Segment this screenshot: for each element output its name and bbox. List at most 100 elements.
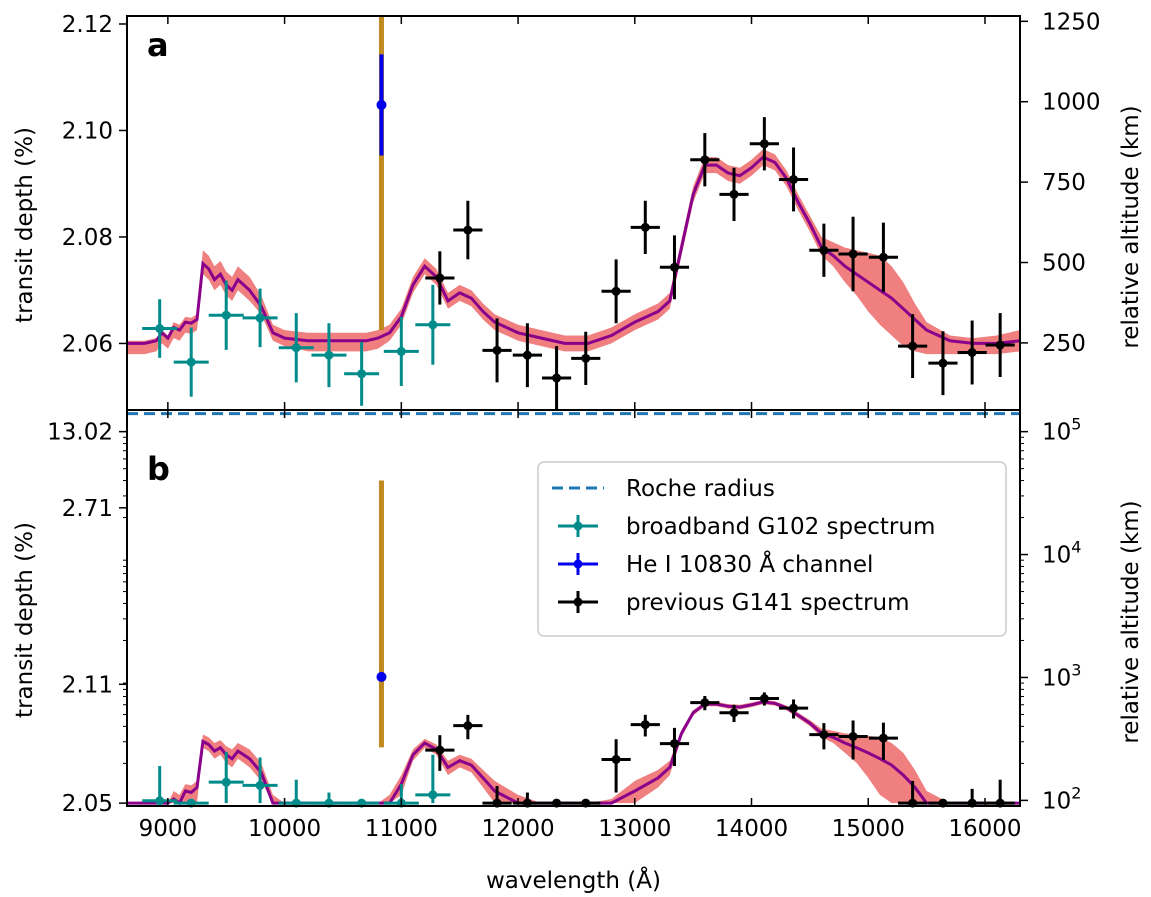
a-g102-point-6 <box>344 341 380 406</box>
x-tick-label: 14000 <box>715 816 788 842</box>
a-g102-point-marker <box>324 350 334 360</box>
a-g141-point-12 <box>778 147 809 212</box>
a-g141-point-marker <box>435 273 445 283</box>
a-g141-point-2 <box>482 318 512 383</box>
a-right-tick-label: 1250 <box>1042 9 1101 35</box>
b-g141-point-10 <box>719 704 749 723</box>
legend-box <box>537 461 1007 637</box>
legend-entry: He I 10830 Å channel <box>558 550 873 578</box>
a-g141-point-11 <box>749 117 779 171</box>
a-g141-point-marker <box>700 155 710 165</box>
b-right-tick-label: 105 <box>1042 415 1081 446</box>
a-g141-point-17 <box>928 331 958 396</box>
a-g141-point-6 <box>601 259 631 324</box>
b-g141-point-marker <box>669 739 679 749</box>
b-right-tick-label: 104 <box>1042 538 1081 569</box>
a-g141-point-8 <box>659 235 690 300</box>
b-g102-point-2 <box>208 751 244 804</box>
a-right-tick-label: 1000 <box>1042 90 1101 116</box>
a-g141-point-marker <box>759 139 769 149</box>
a-g141-point-15 <box>868 222 899 292</box>
b-right-tick-label: 102 <box>1042 783 1081 814</box>
a-g141-point-marker <box>463 225 473 235</box>
b-g102-point-marker <box>221 777 231 787</box>
b-g141-point-8 <box>659 727 690 767</box>
legend-label: Roche radius <box>626 476 775 502</box>
legend-entry: Roche radius <box>552 476 775 502</box>
a-g141-point-18 <box>957 320 987 385</box>
a-he-marker <box>376 99 387 110</box>
x-tick-label: 11000 <box>365 816 438 842</box>
legend-entry: previous G141 spectrum <box>558 590 910 616</box>
b-g102-point-marker <box>255 780 265 790</box>
b-g141-point-1 <box>453 714 483 740</box>
a-g141-point-marker <box>581 353 591 363</box>
a-g141-point-4 <box>541 346 572 410</box>
a-g141-point-14 <box>838 216 868 292</box>
b-g141-point-marker <box>640 720 650 730</box>
a-g102-point-8 <box>415 284 451 365</box>
b-g141-point-marker <box>700 698 710 708</box>
b-g141-point-marker <box>463 721 473 731</box>
b-g102-point-0 <box>142 766 178 806</box>
a-y-tick-label: 2.08 <box>62 225 113 251</box>
b-g102-point-3 <box>242 757 278 804</box>
x-tick-label: 10000 <box>248 816 321 842</box>
b-g141-point-18 <box>957 788 987 808</box>
b-g141-point-12 <box>778 699 809 719</box>
a-y-tick-label: 2.12 <box>62 12 113 38</box>
axis-labels: wavelength (Å) transit depth (%) transit d… <box>12 105 1144 894</box>
a-panel-letter: a <box>147 26 169 64</box>
a-g102-point-2 <box>208 280 244 350</box>
a-g141-point-7 <box>630 200 660 254</box>
b-g141-point-6 <box>601 739 631 793</box>
a-g102-point-4 <box>278 313 314 383</box>
legend-swatch-marker <box>573 521 583 531</box>
a-g141-point-9 <box>690 133 720 187</box>
a-g141-point-3 <box>512 323 542 388</box>
legend-label: previous G141 spectrum <box>626 590 910 616</box>
a-g141-point-marker <box>848 249 858 259</box>
panel-a: 2.06 2.08 2.10 2.12 250 500 750 1000 1250 a <box>62 9 1101 411</box>
x-tick-label: 9000 <box>139 816 198 842</box>
b-g141-point-7 <box>630 714 660 737</box>
b-g141-point-19 <box>985 779 1015 808</box>
a-g141-point-5 <box>571 331 601 385</box>
a-g141-point-marker <box>522 350 532 360</box>
b-y-tick-label: 2.11 <box>62 672 113 698</box>
a-g141-point-19 <box>985 313 1015 377</box>
a-g141-point-marker <box>995 340 1005 350</box>
legend: Roche radius broadband G102 spectrum He I … <box>537 461 1007 637</box>
a-g141-point-marker <box>938 358 948 368</box>
b-g141-point-marker <box>878 733 888 743</box>
a-g141-point-marker <box>789 174 799 184</box>
a-g141-point-marker <box>878 252 888 262</box>
a-g102-point-marker <box>221 310 231 320</box>
a-g102-point-7 <box>383 316 419 387</box>
a-g102-point-marker <box>291 343 301 353</box>
a-g102-point-0 <box>142 299 178 358</box>
a-g141-point-13 <box>809 223 839 277</box>
a-g141-point-marker <box>669 262 679 272</box>
a-g141-point-0 <box>425 251 455 305</box>
b-y-tick-label: 2.71 <box>62 496 113 522</box>
a-g102-point-marker <box>186 357 196 367</box>
legend-label: He I 10830 Å channel <box>626 550 873 578</box>
a-y-tick-label: 2.06 <box>62 331 113 357</box>
legend-swatch-marker <box>573 597 583 607</box>
b-g102-point-8 <box>415 754 451 804</box>
a-model-line <box>127 155 1021 345</box>
b-g102-point-marker <box>428 790 438 800</box>
a-g102-point-marker <box>396 346 406 356</box>
a-g141-point-16 <box>898 314 928 379</box>
a-g102-point-marker <box>155 324 165 334</box>
a-g141-point-10 <box>719 167 749 221</box>
x-tick-label: 13000 <box>598 816 671 842</box>
b-g141-point-9 <box>690 695 720 711</box>
b-g141-point-marker <box>848 731 858 741</box>
a-g102-point-3 <box>242 288 278 348</box>
x-tick-label: 16000 <box>948 816 1021 842</box>
b-right-tick-label: 103 <box>1042 660 1081 691</box>
a-y-axis-label: transit depth (%) <box>12 127 38 323</box>
